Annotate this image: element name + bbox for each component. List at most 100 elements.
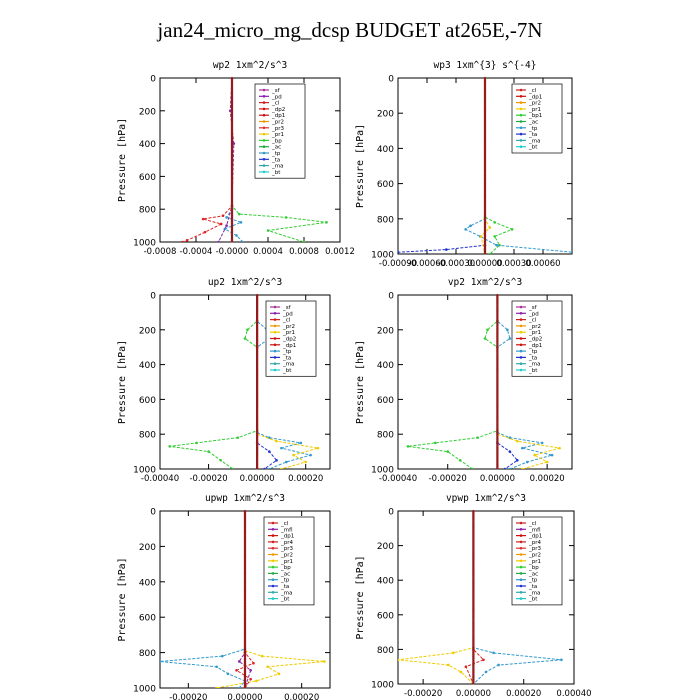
profile-marker <box>256 440 259 443</box>
series-point-tp <box>525 460 529 464</box>
profile-marker <box>230 206 234 209</box>
profile-marker <box>243 514 247 517</box>
profile-marker <box>496 377 499 380</box>
legend-marker <box>519 572 523 575</box>
series-point-pr1 <box>452 651 455 655</box>
x-tick-label: 0.00020 <box>288 474 323 484</box>
legend-label: _tp <box>528 126 538 132</box>
profile-marker <box>483 190 487 194</box>
profile-marker <box>243 684 247 687</box>
profile-marker <box>483 228 487 232</box>
profile-marker <box>256 356 259 359</box>
profile-marker <box>483 81 487 84</box>
profile-marker <box>256 460 259 464</box>
profile-marker <box>483 231 487 234</box>
profile-marker <box>472 599 475 602</box>
legend-marker <box>519 312 523 315</box>
profile-marker <box>230 169 234 172</box>
profile-marker <box>496 371 499 374</box>
profile-marker <box>472 617 475 621</box>
series-point-pd <box>228 109 232 113</box>
profile-marker <box>243 590 247 593</box>
legend-label: _dp1 <box>271 113 285 119</box>
profile-marker <box>483 138 487 141</box>
profile-marker <box>472 638 475 641</box>
profile-marker <box>243 603 247 606</box>
legend-label: _ta <box>528 132 537 138</box>
profile-marker <box>230 210 234 213</box>
profile-marker <box>243 660 247 663</box>
profile-marker <box>230 175 234 178</box>
profile-marker <box>230 232 234 235</box>
profile-marker <box>256 467 259 470</box>
profile-marker <box>243 613 247 617</box>
profile-marker <box>483 201 487 204</box>
profile-marker <box>472 632 475 635</box>
profile-marker <box>230 82 234 86</box>
legend-label: _sf <box>528 305 538 311</box>
series-point-pr1 <box>446 663 450 667</box>
x-tick-label: 0.00000 <box>456 689 491 699</box>
profile-marker <box>243 630 247 634</box>
series-point-pr1 <box>255 679 258 683</box>
profile-marker <box>256 463 259 466</box>
profile-marker <box>230 224 234 227</box>
profile-marker <box>472 561 475 565</box>
profile-marker <box>496 308 499 311</box>
profile-marker <box>230 147 234 150</box>
profile-marker <box>496 398 499 401</box>
series-point-tp <box>239 221 243 224</box>
profile-marker <box>483 237 487 240</box>
profile-marker <box>256 306 259 309</box>
series-line-pr4 <box>465 511 485 684</box>
profile-marker <box>472 651 475 654</box>
profile-marker <box>230 220 234 223</box>
profile-marker <box>496 394 499 397</box>
legend-label: _mfl <box>528 527 541 533</box>
legend-marker <box>271 591 275 594</box>
y-tick-label: 600 <box>377 180 394 190</box>
profile-marker <box>483 245 487 249</box>
profile-marker <box>496 429 499 432</box>
series-point-pr1 <box>533 453 537 457</box>
profile-marker <box>230 165 234 168</box>
profile-marker <box>243 650 247 653</box>
legend-marker <box>519 324 523 328</box>
profile-marker <box>230 222 234 225</box>
profile-marker <box>472 588 475 591</box>
legend-label: _ac <box>528 571 538 577</box>
y-tick-label: 400 <box>139 140 156 150</box>
series-point-tp <box>484 670 488 674</box>
profile-marker <box>230 96 234 99</box>
profile-marker <box>483 247 487 251</box>
legend-marker <box>271 597 275 600</box>
series-point-ta <box>398 250 400 254</box>
profile-marker <box>230 106 234 109</box>
x-tick-label: -0.00020 <box>169 693 207 700</box>
plot-frame <box>397 510 575 685</box>
profile-marker <box>472 667 475 670</box>
profile-marker <box>472 611 475 614</box>
profile-marker <box>230 130 234 133</box>
profile-marker <box>230 120 234 123</box>
series-point-ta <box>516 459 519 462</box>
x-tick-label: 0.00000 <box>467 259 502 269</box>
profile-marker <box>483 112 487 116</box>
legend-label: _dp2 <box>282 337 296 343</box>
profile-marker <box>243 584 247 587</box>
legend-marker <box>273 343 277 347</box>
series-line-tp <box>160 511 246 688</box>
legend-label: _pr2 <box>271 120 284 126</box>
profile-marker <box>243 609 247 612</box>
profile-marker <box>472 613 475 616</box>
profile-marker <box>243 586 247 589</box>
profile-marker <box>243 596 247 600</box>
legend-marker <box>519 113 523 117</box>
y-tick-label: 200 <box>139 326 156 336</box>
legend-label: _ma <box>282 362 294 368</box>
profile-marker <box>243 588 247 591</box>
series-point-bp1 <box>493 235 496 238</box>
legend-marker <box>271 521 275 525</box>
y-tick-label: 0 <box>388 508 394 518</box>
profile-marker <box>496 366 499 370</box>
